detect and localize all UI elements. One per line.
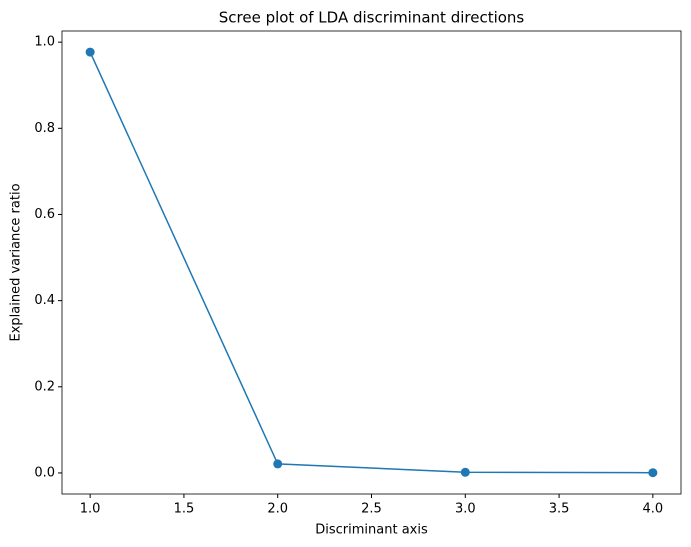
x-tick-label: 2.5 bbox=[361, 502, 382, 517]
plot-frame bbox=[61, 30, 682, 495]
x-tick-label: 3.5 bbox=[549, 502, 570, 517]
x-axis-label: Discriminant axis bbox=[315, 523, 428, 538]
data-point bbox=[85, 47, 95, 57]
x-tick-label: 1.5 bbox=[174, 502, 195, 517]
y-tick-label: 1.0 bbox=[34, 35, 55, 50]
y-tick-label: 0.6 bbox=[34, 207, 55, 222]
y-axis-label: Explained variance ratio bbox=[9, 183, 24, 341]
y-tick-label: 0.4 bbox=[34, 293, 55, 308]
data-point bbox=[273, 459, 283, 469]
y-tick-label: 0.8 bbox=[34, 121, 55, 136]
y-tick-label: 0.2 bbox=[34, 379, 55, 394]
x-tick-label: 3.0 bbox=[455, 502, 476, 517]
y-tick-label: 0.0 bbox=[34, 465, 55, 480]
x-tick-label: 2.0 bbox=[267, 502, 288, 517]
data-point bbox=[648, 468, 658, 478]
chart-title: Scree plot of LDA discriminant direction… bbox=[219, 9, 525, 27]
data-line bbox=[89, 51, 653, 474]
x-tick-label: 1.0 bbox=[80, 502, 101, 517]
x-tick-label: 4.0 bbox=[643, 502, 664, 517]
data-point bbox=[460, 467, 470, 477]
